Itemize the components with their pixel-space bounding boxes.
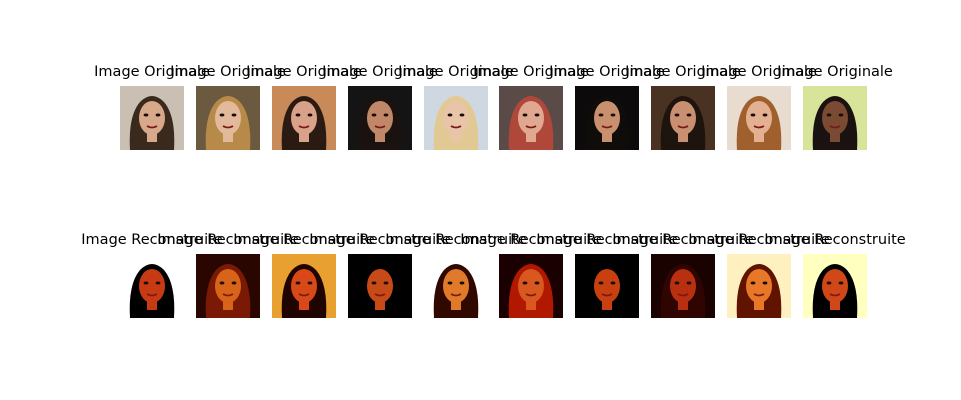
original-image-title: Image Originale	[246, 64, 362, 80]
original-face-image	[424, 86, 488, 150]
reconstructed-face-image	[499, 254, 563, 318]
reconstructed-face-image	[120, 254, 184, 318]
reconstructed-image-title: Image Reconstruite	[612, 232, 754, 248]
reconstructed-face-image	[196, 254, 260, 318]
reconstructed-image-title: Image Reconstruite	[157, 232, 299, 248]
original-image-title: Image Originale	[94, 64, 210, 80]
reconstructed-image-title: Image Reconstruite	[385, 232, 527, 248]
original-face-image	[651, 86, 715, 150]
reconstructed-face-image	[651, 254, 715, 318]
original-face-image	[196, 86, 260, 150]
reconstructed-image-title: Image Reconstruite	[309, 232, 451, 248]
reconstructed-image-title: Image Reconstruite	[460, 232, 602, 248]
original-image-title: Image Originale	[473, 64, 589, 80]
original-face-image	[727, 86, 791, 150]
original-image-title: Image Originale	[777, 64, 893, 80]
original-face-image	[575, 86, 639, 150]
reconstructed-face-image	[424, 254, 488, 318]
reconstructed-face-image	[803, 254, 867, 318]
original-face-image	[499, 86, 563, 150]
reconstructed-face-image	[575, 254, 639, 318]
original-face-image	[348, 86, 412, 150]
reconstructed-image-title: Image Reconstruite	[233, 232, 375, 248]
reconstructed-face-image	[272, 254, 336, 318]
reconstructed-image-title: Image Reconstruite	[536, 232, 678, 248]
original-face-image	[272, 86, 336, 150]
reconstructed-image-title: Image Reconstruite	[764, 232, 906, 248]
original-face-image	[120, 86, 184, 150]
reconstructed-image-title: Image Reconstruite	[688, 232, 830, 248]
original-image-title: Image Originale	[549, 64, 665, 80]
original-image-title: Image Originale	[701, 64, 817, 80]
original-image-title: Image Originale	[398, 64, 514, 80]
original-image-title: Image Originale	[322, 64, 438, 80]
original-face-image	[803, 86, 867, 150]
reconstructed-face-image	[727, 254, 791, 318]
original-image-title: Image Originale	[625, 64, 741, 80]
reconstructed-image-title: Image Reconstruite	[81, 232, 223, 248]
original-image-title: Image Originale	[170, 64, 286, 80]
reconstructed-face-image	[348, 254, 412, 318]
